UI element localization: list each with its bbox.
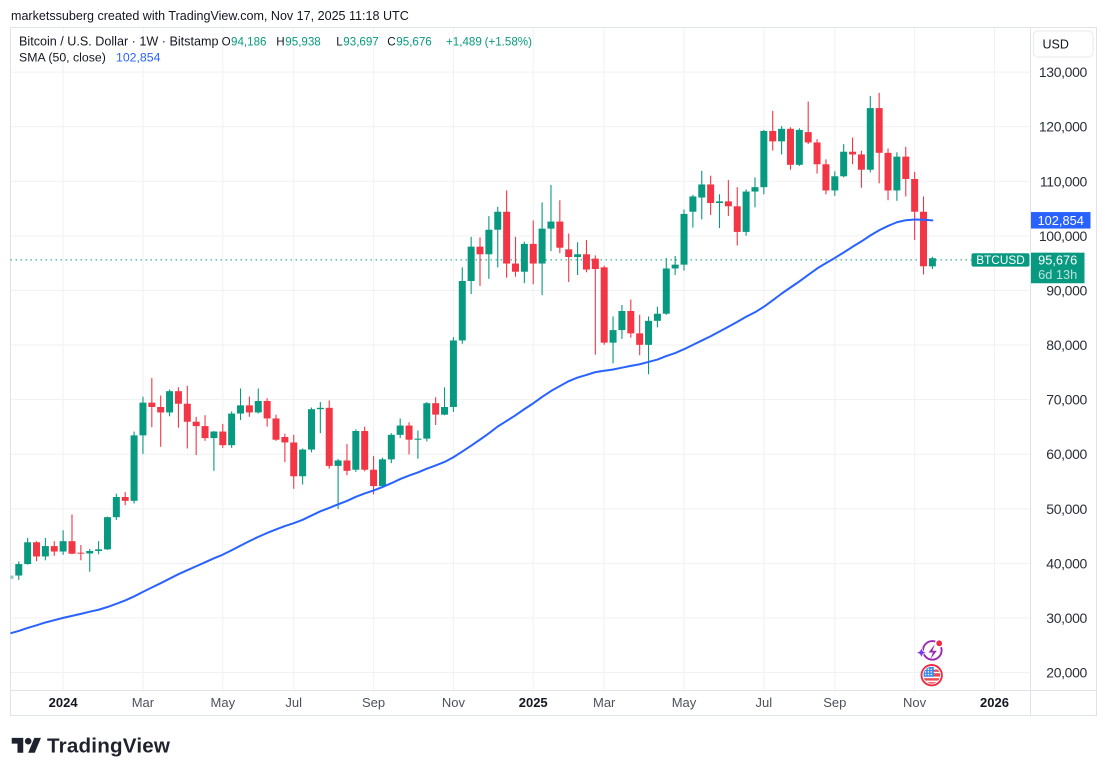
svg-text:6d 13h: 6d 13h [1038, 267, 1077, 282]
svg-text:90,000: 90,000 [1046, 282, 1087, 298]
svg-text:Mar: Mar [593, 695, 616, 710]
svg-text:102,854: 102,854 [1038, 213, 1084, 228]
svg-text:94,186: 94,186 [231, 36, 266, 49]
svg-text:May: May [672, 695, 697, 710]
svg-text:Sep: Sep [362, 695, 385, 710]
svg-text:40,000: 40,000 [1046, 555, 1087, 571]
svg-text:L: L [336, 36, 343, 49]
svg-text:2026: 2026 [980, 695, 1009, 710]
svg-text:70,000: 70,000 [1046, 392, 1087, 408]
svg-text:95,676: 95,676 [1038, 252, 1077, 267]
svg-text:BTCUSD: BTCUSD [976, 253, 1025, 267]
svg-text:2025: 2025 [519, 695, 548, 710]
svg-text:93,697: 93,697 [343, 36, 378, 49]
svg-text:Jul: Jul [755, 695, 772, 710]
svg-text:Nov: Nov [442, 695, 466, 710]
svg-text:H: H [276, 36, 284, 49]
svg-text:Jul: Jul [285, 695, 302, 710]
svg-text:100,000: 100,000 [1039, 228, 1088, 244]
svg-text:+1,489: +1,489 [446, 36, 482, 49]
svg-text:USD: USD [1043, 37, 1069, 51]
svg-text:C: C [387, 36, 395, 49]
svg-text:80,000: 80,000 [1046, 337, 1087, 353]
svg-text:SMA (50, close): SMA (50, close) [19, 51, 106, 65]
svg-text:Nov: Nov [903, 695, 927, 710]
svg-text:2024: 2024 [49, 695, 79, 710]
svg-text:60,000: 60,000 [1046, 446, 1087, 462]
svg-text:Mar: Mar [132, 695, 155, 710]
svg-text:20,000: 20,000 [1046, 665, 1087, 681]
svg-text:95,938: 95,938 [285, 36, 320, 49]
svg-text:May: May [211, 695, 236, 710]
svg-text:110,000: 110,000 [1040, 173, 1088, 189]
svg-text:(+1.58%): (+1.58%) [485, 36, 533, 49]
svg-text:120,000: 120,000 [1039, 119, 1088, 135]
svg-text:30,000: 30,000 [1046, 610, 1087, 626]
svg-text:95,676: 95,676 [396, 36, 431, 49]
svg-text:102,854: 102,854 [116, 51, 161, 65]
svg-text:Bitcoin / U.S. Dollar · 1W · B: Bitcoin / U.S. Dollar · 1W · Bitstamp [19, 35, 218, 49]
svg-text:130,000: 130,000 [1039, 64, 1088, 80]
svg-text:50,000: 50,000 [1046, 501, 1087, 517]
svg-text:TradingView: TradingView [47, 735, 171, 758]
svg-text:Sep: Sep [823, 695, 846, 710]
svg-text:O: O [222, 36, 231, 49]
svg-text:marketssuberg created with Tra: marketssuberg created with TradingView.c… [11, 9, 409, 23]
